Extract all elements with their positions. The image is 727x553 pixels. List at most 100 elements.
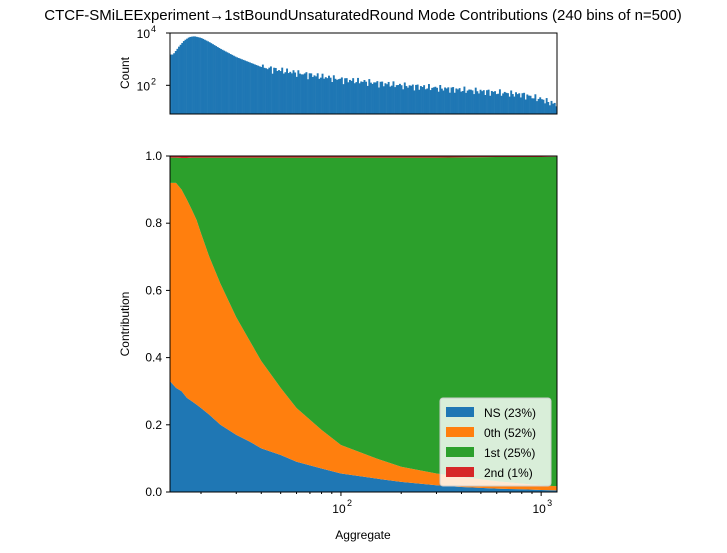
- histogram-bar: [369, 82, 372, 114]
- histogram-bar: [387, 81, 390, 114]
- histogram-bar: [534, 94, 537, 114]
- histogram-bar: [295, 76, 298, 114]
- histogram-bar: [378, 87, 380, 114]
- histogram-bar: [221, 49, 224, 114]
- histogram-bar: [357, 77, 359, 114]
- histogram-bar: [184, 39, 187, 114]
- histogram-bar: [479, 89, 482, 114]
- histogram-bar: [215, 46, 218, 114]
- histogram-bar: [476, 91, 479, 114]
- histogram-bar: [297, 70, 300, 114]
- histogram-bar: [519, 97, 522, 114]
- histogram-bar: [503, 91, 506, 114]
- legend-swatch: [446, 447, 474, 457]
- histogram-bar: [402, 89, 405, 114]
- histogram-bar: [269, 66, 272, 114]
- histogram-bar: [236, 57, 239, 114]
- histogram-bar: [273, 67, 276, 114]
- histogram-bar: [411, 84, 414, 114]
- legend-label: 1st (25%): [484, 446, 535, 460]
- histogram-bar: [361, 81, 364, 114]
- histogram-bar: [334, 78, 337, 114]
- histogram-bar: [363, 80, 366, 114]
- histogram-bar: [218, 48, 221, 115]
- legend-label: 0th (52%): [484, 426, 536, 440]
- histogram-bar: [550, 100, 553, 114]
- histogram-bar: [261, 64, 264, 114]
- contribution-y-tick-label: 0.8: [145, 216, 162, 230]
- histogram-bar: [281, 67, 284, 114]
- histogram-bar: [348, 79, 351, 114]
- histogram-bar: [508, 96, 511, 114]
- histogram-bar: [328, 75, 330, 114]
- histogram-bar: [308, 73, 311, 114]
- histogram-bar: [484, 94, 487, 114]
- histogram-bar: [290, 73, 293, 114]
- histogram-bar: [386, 84, 388, 114]
- contribution-x-axis-label: Aggregate: [335, 528, 391, 542]
- histogram-bar: [345, 78, 348, 114]
- histogram-bar: [405, 86, 408, 114]
- histogram-bar: [276, 71, 279, 114]
- histogram-bar: [429, 90, 432, 114]
- histogram-bar: [487, 89, 490, 114]
- histogram-bar: [224, 51, 227, 114]
- histogram-bar: [274, 67, 277, 114]
- contribution-x-tick-label: 10: [532, 502, 546, 516]
- histogram-bar: [342, 84, 345, 114]
- histogram-bar: [216, 47, 219, 114]
- histogram-bar: [213, 45, 216, 114]
- histogram-y-tick-label: 10: [137, 79, 151, 93]
- histogram-bar: [555, 106, 558, 114]
- contribution-x-tick-label: 10: [332, 502, 346, 516]
- histogram-bar: [170, 54, 172, 114]
- histogram-bar: [384, 83, 387, 114]
- histogram-bar: [339, 78, 342, 114]
- histogram-bar: [460, 91, 463, 114]
- histogram-bar: [513, 96, 516, 114]
- histogram-bar: [439, 85, 442, 114]
- histogram-bar: [286, 68, 289, 114]
- histogram-bar: [397, 85, 400, 114]
- histogram-bar: [299, 73, 301, 114]
- histogram-bar: [469, 89, 472, 114]
- histogram-bar: [232, 55, 235, 114]
- histogram-bar: [500, 95, 503, 114]
- histogram-bar: [471, 90, 474, 114]
- histogram-bar: [445, 88, 448, 114]
- histogram-bar: [523, 92, 526, 114]
- histogram-bar: [353, 83, 356, 114]
- histogram-bar: [492, 91, 495, 114]
- histogram-bar: [318, 78, 321, 114]
- histogram-bar: [382, 86, 385, 114]
- histogram-bar: [455, 88, 458, 114]
- histogram-bar: [502, 93, 505, 114]
- histogram-bar: [258, 66, 261, 114]
- histogram-bar: [340, 77, 343, 114]
- histogram-bar: [202, 38, 205, 114]
- histogram-bar: [174, 51, 177, 114]
- histogram-bar: [518, 93, 521, 114]
- histogram-bar: [271, 73, 274, 114]
- histogram-bar: [223, 50, 226, 114]
- histogram-bar: [315, 76, 318, 114]
- contribution-x-tick-exponent: 3: [547, 498, 552, 508]
- area-series-4: [170, 156, 557, 159]
- histogram-bar: [307, 79, 309, 114]
- histogram-bar: [447, 87, 450, 114]
- histogram-bar: [490, 90, 493, 114]
- histogram-bar: [176, 48, 179, 115]
- histogram-bar: [237, 57, 240, 114]
- histogram-bar: [477, 93, 480, 114]
- histogram-bar: [547, 102, 550, 114]
- histogram-bar: [552, 103, 555, 114]
- histogram-bar: [515, 92, 517, 114]
- histogram-bar: [239, 58, 242, 114]
- histogram-bar: [495, 94, 498, 114]
- histogram-bar: [331, 82, 334, 114]
- histogram-bar: [208, 42, 211, 115]
- contribution-panel: 10 2 10 3 0.00.20.40.60.81.0 Aggregate Cont…: [118, 149, 558, 542]
- histogram-bar: [332, 75, 335, 114]
- histogram-bar: [516, 94, 519, 114]
